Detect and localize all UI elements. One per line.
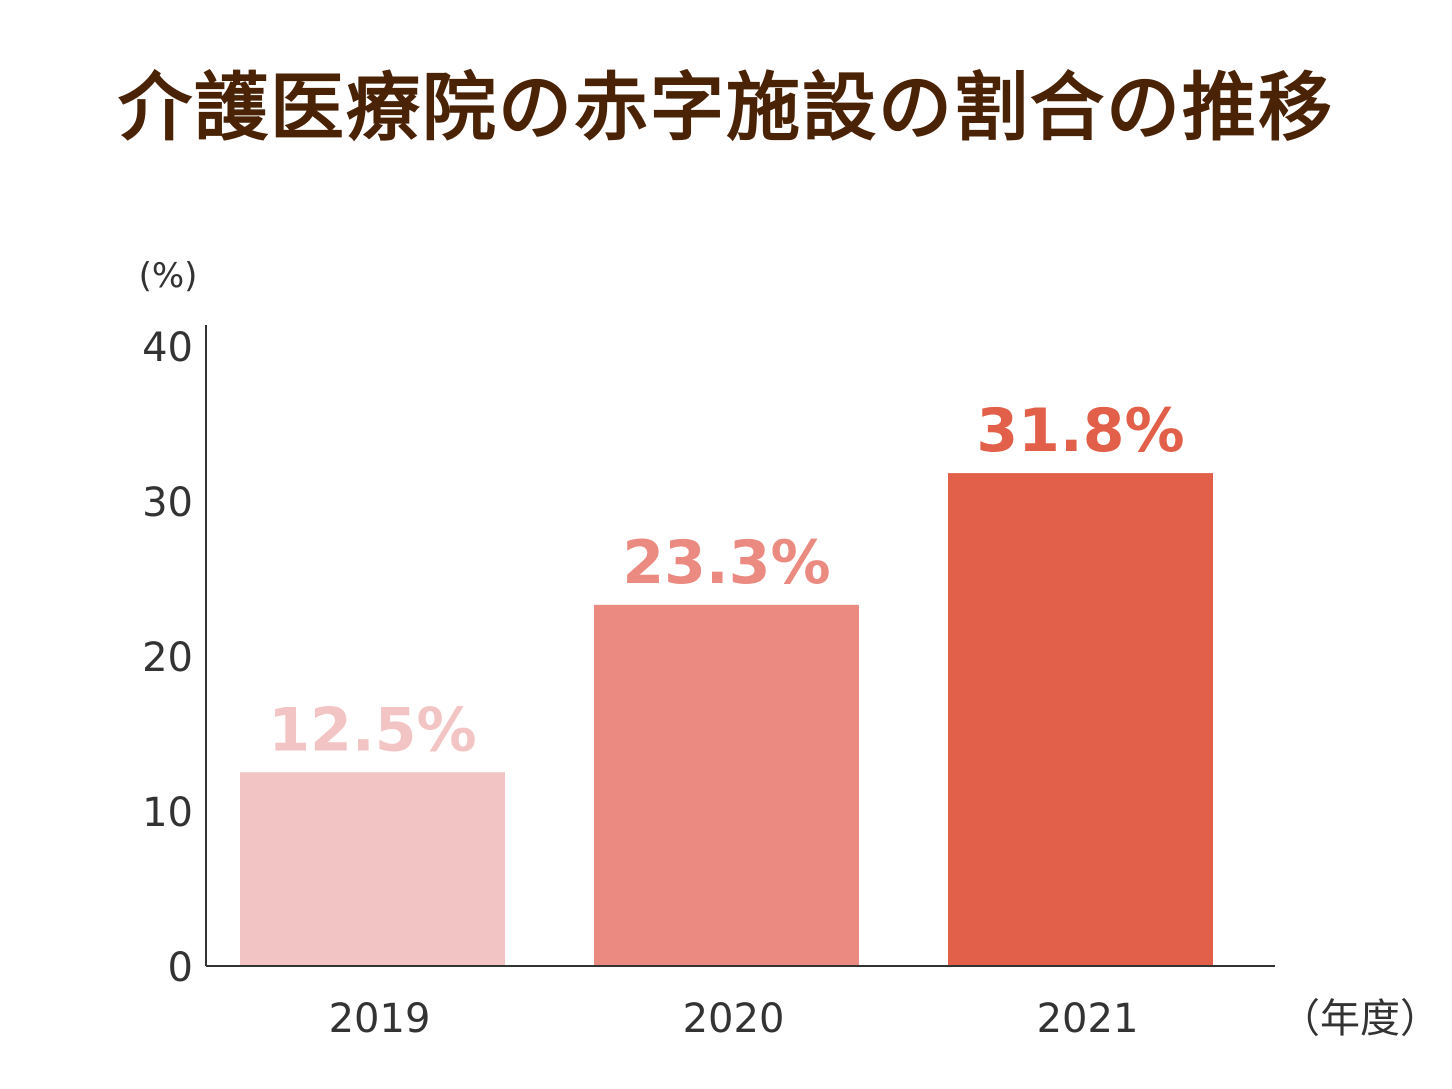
bar-2021 xyxy=(948,473,1213,966)
bar-2019 xyxy=(240,772,505,966)
x-tick-label: 2019 xyxy=(329,996,431,1042)
data-label: 23.3% xyxy=(622,528,830,598)
x-axis-unit: （年度） xyxy=(1280,996,1440,1042)
y-tick-label: 20 xyxy=(142,635,193,681)
data-label: 31.8% xyxy=(976,396,1184,466)
y-axis-unit: (%) xyxy=(139,256,198,296)
data-label: 12.5% xyxy=(268,695,476,765)
y-tick-label: 40 xyxy=(142,325,193,371)
y-tick-label: 30 xyxy=(142,480,193,526)
x-tick-label: 2020 xyxy=(683,996,785,1042)
y-tick-label: 0 xyxy=(168,945,193,991)
y-tick-label: 10 xyxy=(142,790,193,836)
chart-title: 介護医療院の赤字施設の割合の推移 xyxy=(118,65,1334,151)
x-tick-label: 2021 xyxy=(1037,996,1139,1042)
bar-2020 xyxy=(594,604,859,966)
